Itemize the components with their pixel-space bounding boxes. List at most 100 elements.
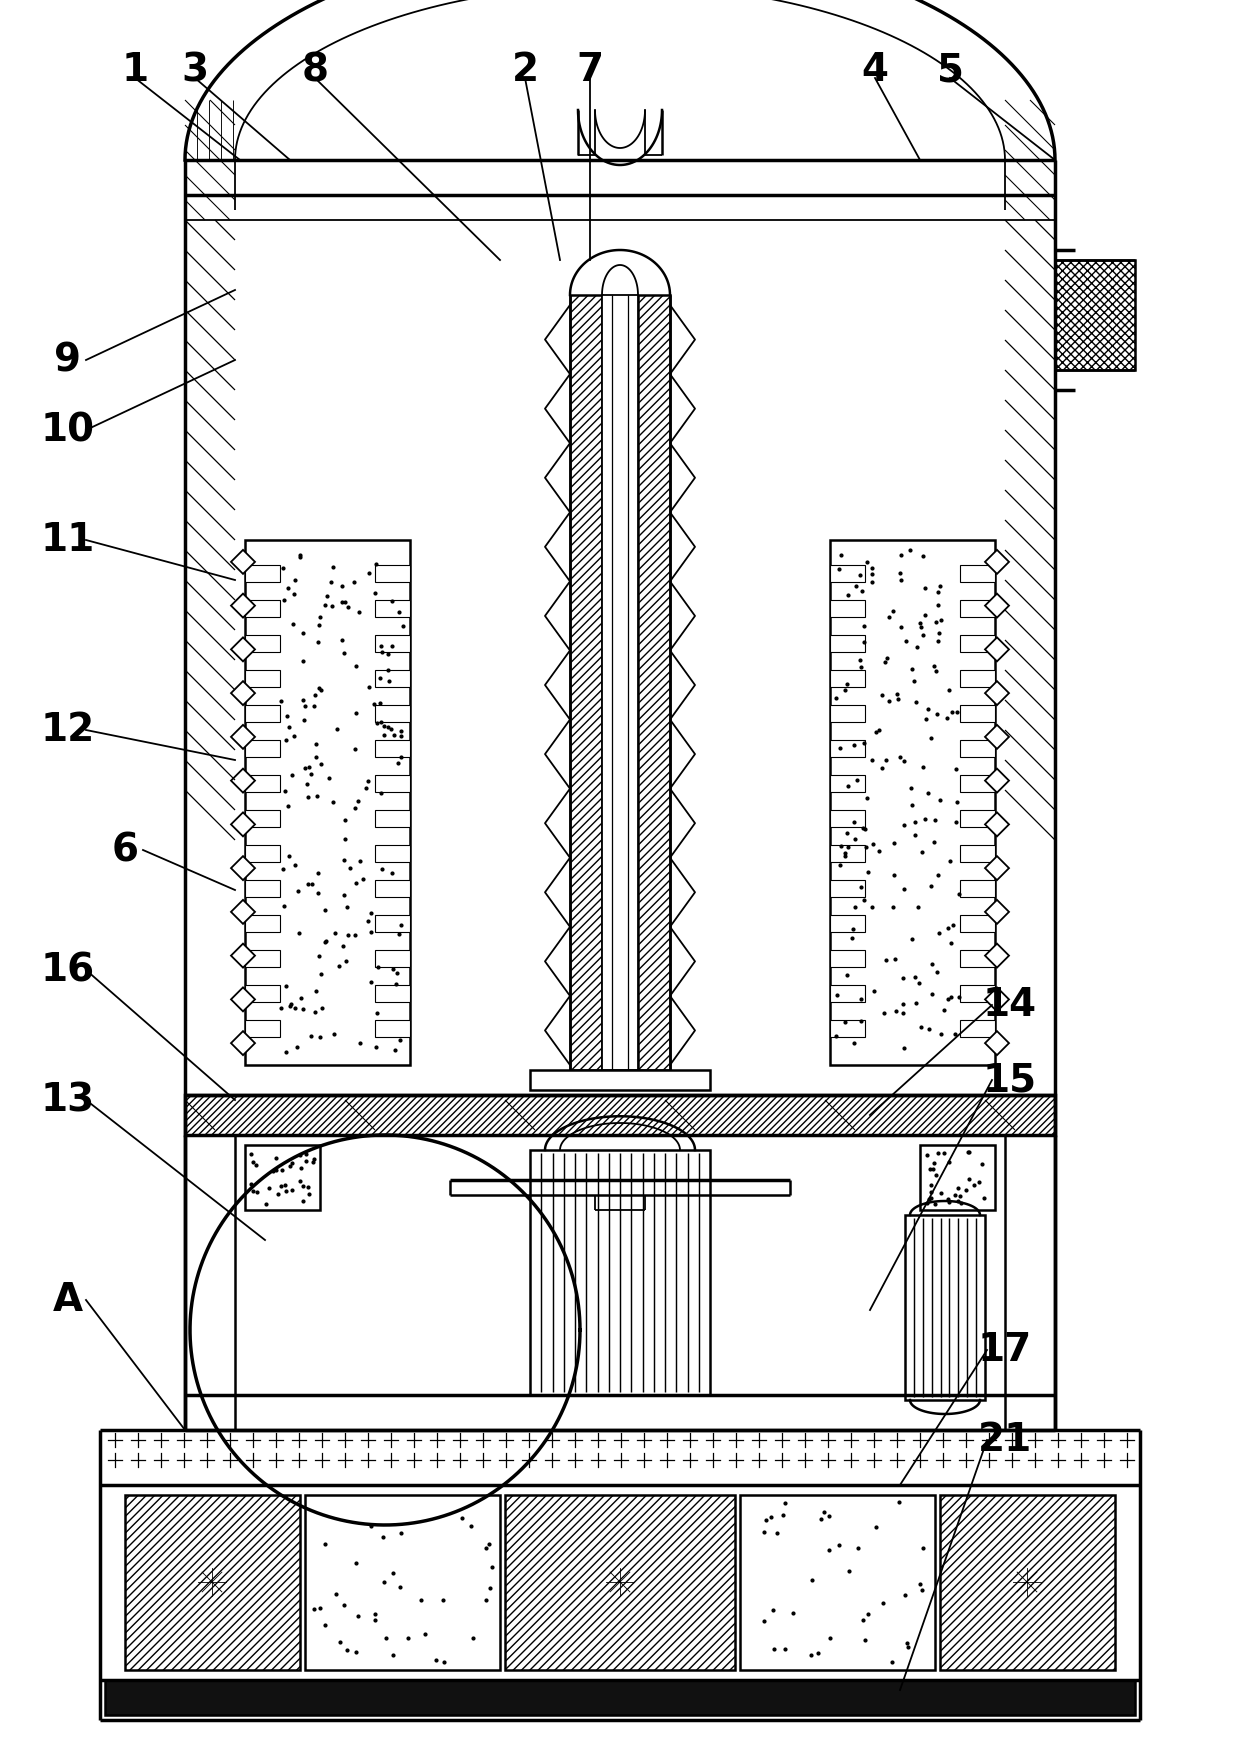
Point: [915, 805, 935, 833]
Point: [358, 767, 378, 795]
Point: [830, 1532, 849, 1560]
Point: [309, 628, 329, 656]
Point: [308, 859, 327, 887]
Point: [926, 958, 946, 986]
Point: [851, 984, 870, 1012]
Point: [309, 943, 329, 970]
Point: [378, 640, 398, 668]
Point: [882, 1649, 901, 1676]
Point: [361, 1511, 381, 1539]
Point: [852, 577, 872, 605]
Point: [808, 1640, 828, 1668]
Point: [913, 753, 932, 781]
Bar: [830, 915, 866, 932]
Point: [801, 1642, 821, 1669]
Point: [947, 788, 967, 816]
Point: [939, 1188, 959, 1216]
Point: [941, 929, 961, 956]
Point: [830, 850, 849, 878]
Point: [898, 1633, 918, 1661]
Point: [839, 1558, 859, 1586]
Point: [863, 831, 883, 859]
Polygon shape: [231, 550, 255, 574]
Point: [382, 588, 402, 616]
Point: [873, 1589, 893, 1617]
Point: [346, 1549, 366, 1577]
Point: [273, 856, 293, 883]
Point: [327, 715, 347, 743]
Bar: [246, 600, 280, 617]
Bar: [960, 809, 994, 828]
Point: [874, 1000, 894, 1028]
Point: [294, 687, 314, 715]
Point: [389, 920, 409, 948]
Bar: [920, 1144, 994, 1210]
Bar: [374, 1019, 410, 1036]
Point: [367, 1033, 387, 1061]
Polygon shape: [985, 725, 1009, 750]
Bar: [830, 809, 866, 828]
Point: [278, 574, 298, 602]
Point: [959, 1139, 978, 1167]
Point: [283, 760, 303, 788]
Point: [304, 1144, 324, 1172]
Point: [326, 1581, 346, 1609]
Point: [275, 1038, 295, 1066]
Point: [387, 970, 407, 998]
Point: [309, 612, 329, 640]
Text: 16: 16: [41, 951, 95, 989]
Bar: [246, 635, 280, 652]
Point: [378, 656, 398, 683]
Point: [905, 809, 925, 836]
Point: [388, 750, 408, 777]
Bar: [246, 774, 280, 791]
Point: [906, 988, 926, 1016]
Polygon shape: [231, 769, 255, 793]
Point: [348, 1602, 368, 1629]
Point: [831, 734, 851, 762]
Bar: [1055, 261, 1135, 370]
Bar: [960, 845, 994, 863]
Point: [851, 562, 870, 590]
Point: [392, 743, 412, 770]
Bar: [830, 704, 866, 722]
Bar: [246, 565, 280, 583]
Bar: [246, 1019, 280, 1036]
Point: [935, 1139, 955, 1167]
Bar: [246, 845, 280, 863]
Point: [894, 1035, 914, 1063]
Point: [894, 875, 914, 903]
Polygon shape: [231, 725, 255, 750]
Bar: [246, 1144, 320, 1210]
Point: [925, 807, 945, 835]
Point: [371, 689, 391, 716]
Point: [337, 892, 357, 920]
Point: [463, 1624, 482, 1652]
Point: [937, 915, 957, 943]
Point: [322, 591, 342, 619]
Point: [374, 1569, 394, 1596]
Bar: [830, 774, 866, 791]
Point: [310, 1595, 330, 1622]
Point: [246, 1151, 265, 1179]
Bar: [374, 845, 410, 863]
Point: [854, 887, 874, 915]
Point: [754, 1518, 774, 1546]
Bar: [246, 880, 280, 897]
Point: [247, 1177, 267, 1205]
Text: 9: 9: [55, 341, 82, 379]
Point: [911, 838, 931, 866]
Point: [243, 1177, 263, 1205]
Point: [851, 647, 870, 675]
Point: [312, 993, 332, 1021]
Point: [281, 1176, 301, 1203]
Point: [950, 1183, 970, 1210]
Bar: [905, 1216, 985, 1400]
Point: [290, 918, 310, 946]
Point: [937, 1186, 957, 1214]
Bar: [125, 1496, 300, 1669]
Point: [334, 640, 353, 668]
Point: [332, 626, 352, 654]
Point: [279, 713, 299, 741]
Point: [895, 1581, 915, 1609]
